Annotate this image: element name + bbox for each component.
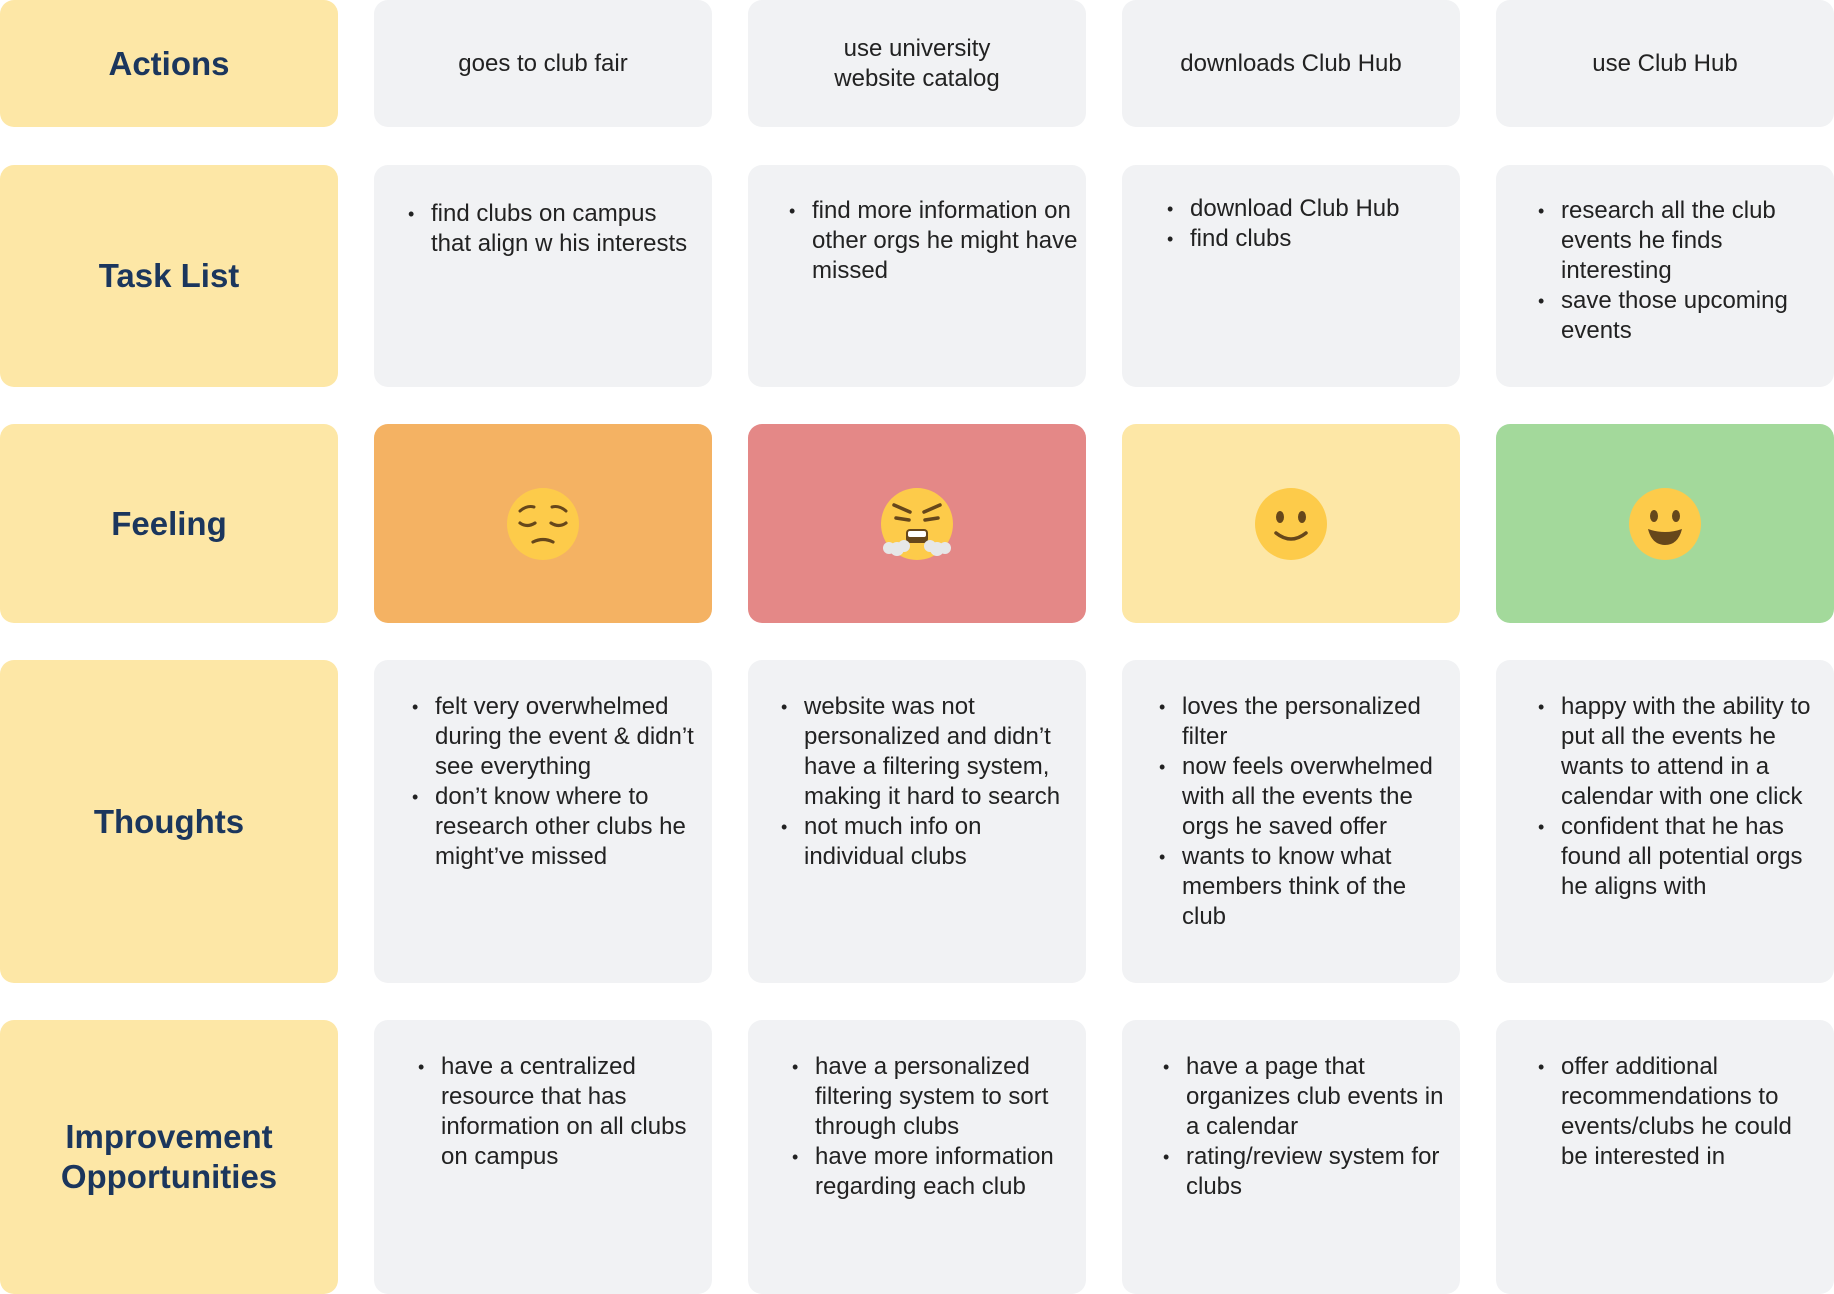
task-item: find clubs on campus that align w his in… (408, 199, 698, 259)
improvement-item: rating/review system for clubs (1163, 1142, 1453, 1202)
task-card-4: research all the club events he finds in… (1496, 165, 1834, 387)
thought-card-2: website was not personalized and didn’t … (748, 660, 1086, 983)
thought-item: happy with the ability to put all the ev… (1538, 692, 1828, 812)
task-card-2: find more information on other orgs he m… (748, 165, 1086, 387)
task-card-1: find clubs on campus that align w his in… (374, 165, 712, 387)
row-label-feeling-text: Feeling (111, 504, 227, 542)
improvement-card-2: have a personalized filtering system to … (748, 1020, 1086, 1294)
action-text: goes to club fair (458, 49, 628, 77)
improvement-card-3: have a page that organizes club events i… (1122, 1020, 1460, 1294)
row-label-improvement: Improvement Opportunities (0, 1020, 338, 1294)
row-label-task-list: Task List (0, 165, 338, 387)
task-item: find more information on other orgs he m… (789, 196, 1079, 286)
improvement-list-1: have a centralized resource that has inf… (418, 1052, 698, 1172)
task-list-3: download Club Hub find clubs (1167, 194, 1457, 254)
task-item: find clubs (1167, 224, 1457, 254)
task-list-4: research all the club events he finds in… (1538, 196, 1828, 346)
action-card-4: use Club Hub (1496, 0, 1834, 127)
thought-item: don’t know where to research other clubs… (412, 782, 704, 872)
action-text: use Club Hub (1592, 49, 1738, 77)
feeling-card-4 (1496, 424, 1834, 623)
improvement-item: have a personalized filtering system to … (792, 1052, 1077, 1142)
thought-item: now feels overwhelmed with all the event… (1159, 752, 1449, 842)
thought-item: felt very overwhelmed during the event &… (412, 692, 704, 782)
task-item: research all the club events he finds in… (1538, 196, 1828, 286)
feeling-card-2 (748, 424, 1086, 623)
row-label-actions-text: Actions (108, 44, 230, 82)
thought-item: wants to know what members think of the … (1159, 842, 1449, 932)
angry-huffing-face-icon (881, 487, 953, 560)
row-label-thoughts: Thoughts (0, 660, 338, 983)
thought-card-1: felt very overwhelmed during the event &… (374, 660, 712, 983)
feeling-card-3 (1122, 424, 1460, 623)
thought-card-4: happy with the ability to put all the ev… (1496, 660, 1834, 983)
improvement-card-1: have a centralized resource that has inf… (374, 1020, 712, 1294)
action-card-3: downloads Club Hub (1122, 0, 1460, 127)
task-card-3: download Club Hub find clubs (1122, 165, 1460, 387)
improvement-card-4: offer additional recommendations to even… (1496, 1020, 1834, 1294)
feeling-card-1 (374, 424, 712, 623)
row-label-actions: Actions (0, 0, 338, 127)
thought-list-4: happy with the ability to put all the ev… (1538, 692, 1828, 902)
grinning-face-icon (1629, 487, 1701, 560)
row-label-improvement-line1: Improvement (65, 1118, 273, 1155)
improvement-item: have more information regarding each clu… (792, 1142, 1077, 1202)
improvement-list-2: have a personalized filtering system to … (792, 1052, 1077, 1202)
row-label-improvement-line2: Opportunities (60, 1158, 278, 1195)
thought-item: loves the personalized filter (1159, 692, 1449, 752)
task-list-1: find clubs on campus that align w his in… (408, 199, 698, 259)
improvement-item: have a page that organizes club events i… (1163, 1052, 1453, 1142)
task-item: download Club Hub (1167, 194, 1457, 224)
row-label-thoughts-text: Thoughts (93, 802, 245, 840)
thought-card-3: loves the personalized filter now feels … (1122, 660, 1460, 983)
task-item: save those upcoming events (1538, 286, 1828, 346)
action-text: use university website catalog (834, 34, 1000, 92)
thought-list-3: loves the personalized filter now feels … (1159, 692, 1449, 932)
action-text: downloads Club Hub (1180, 49, 1402, 77)
action-card-2: use university website catalog (748, 0, 1086, 127)
thought-list-1: felt very overwhelmed during the event &… (412, 692, 704, 872)
improvement-list-4: offer additional recommendations to even… (1538, 1052, 1813, 1172)
thought-item: website was not personalized and didn’t … (781, 692, 1081, 812)
improvement-item: offer additional recommendations to even… (1538, 1052, 1813, 1172)
row-label-feeling: Feeling (0, 424, 338, 623)
action-card-1: goes to club fair (374, 0, 712, 127)
thought-item: not much info on individual clubs (781, 812, 1081, 872)
improvement-list-3: have a page that organizes club events i… (1163, 1052, 1453, 1202)
thought-list-2: website was not personalized and didn’t … (781, 692, 1081, 872)
task-list-2: find more information on other orgs he m… (789, 196, 1079, 286)
slight-smile-face-icon (1255, 487, 1327, 560)
row-label-task-list-text: Task List (98, 257, 240, 294)
improvement-item: have a centralized resource that has inf… (418, 1052, 698, 1172)
thought-item: confident that he has found all potentia… (1538, 812, 1828, 902)
pensive-face-icon (507, 487, 579, 560)
